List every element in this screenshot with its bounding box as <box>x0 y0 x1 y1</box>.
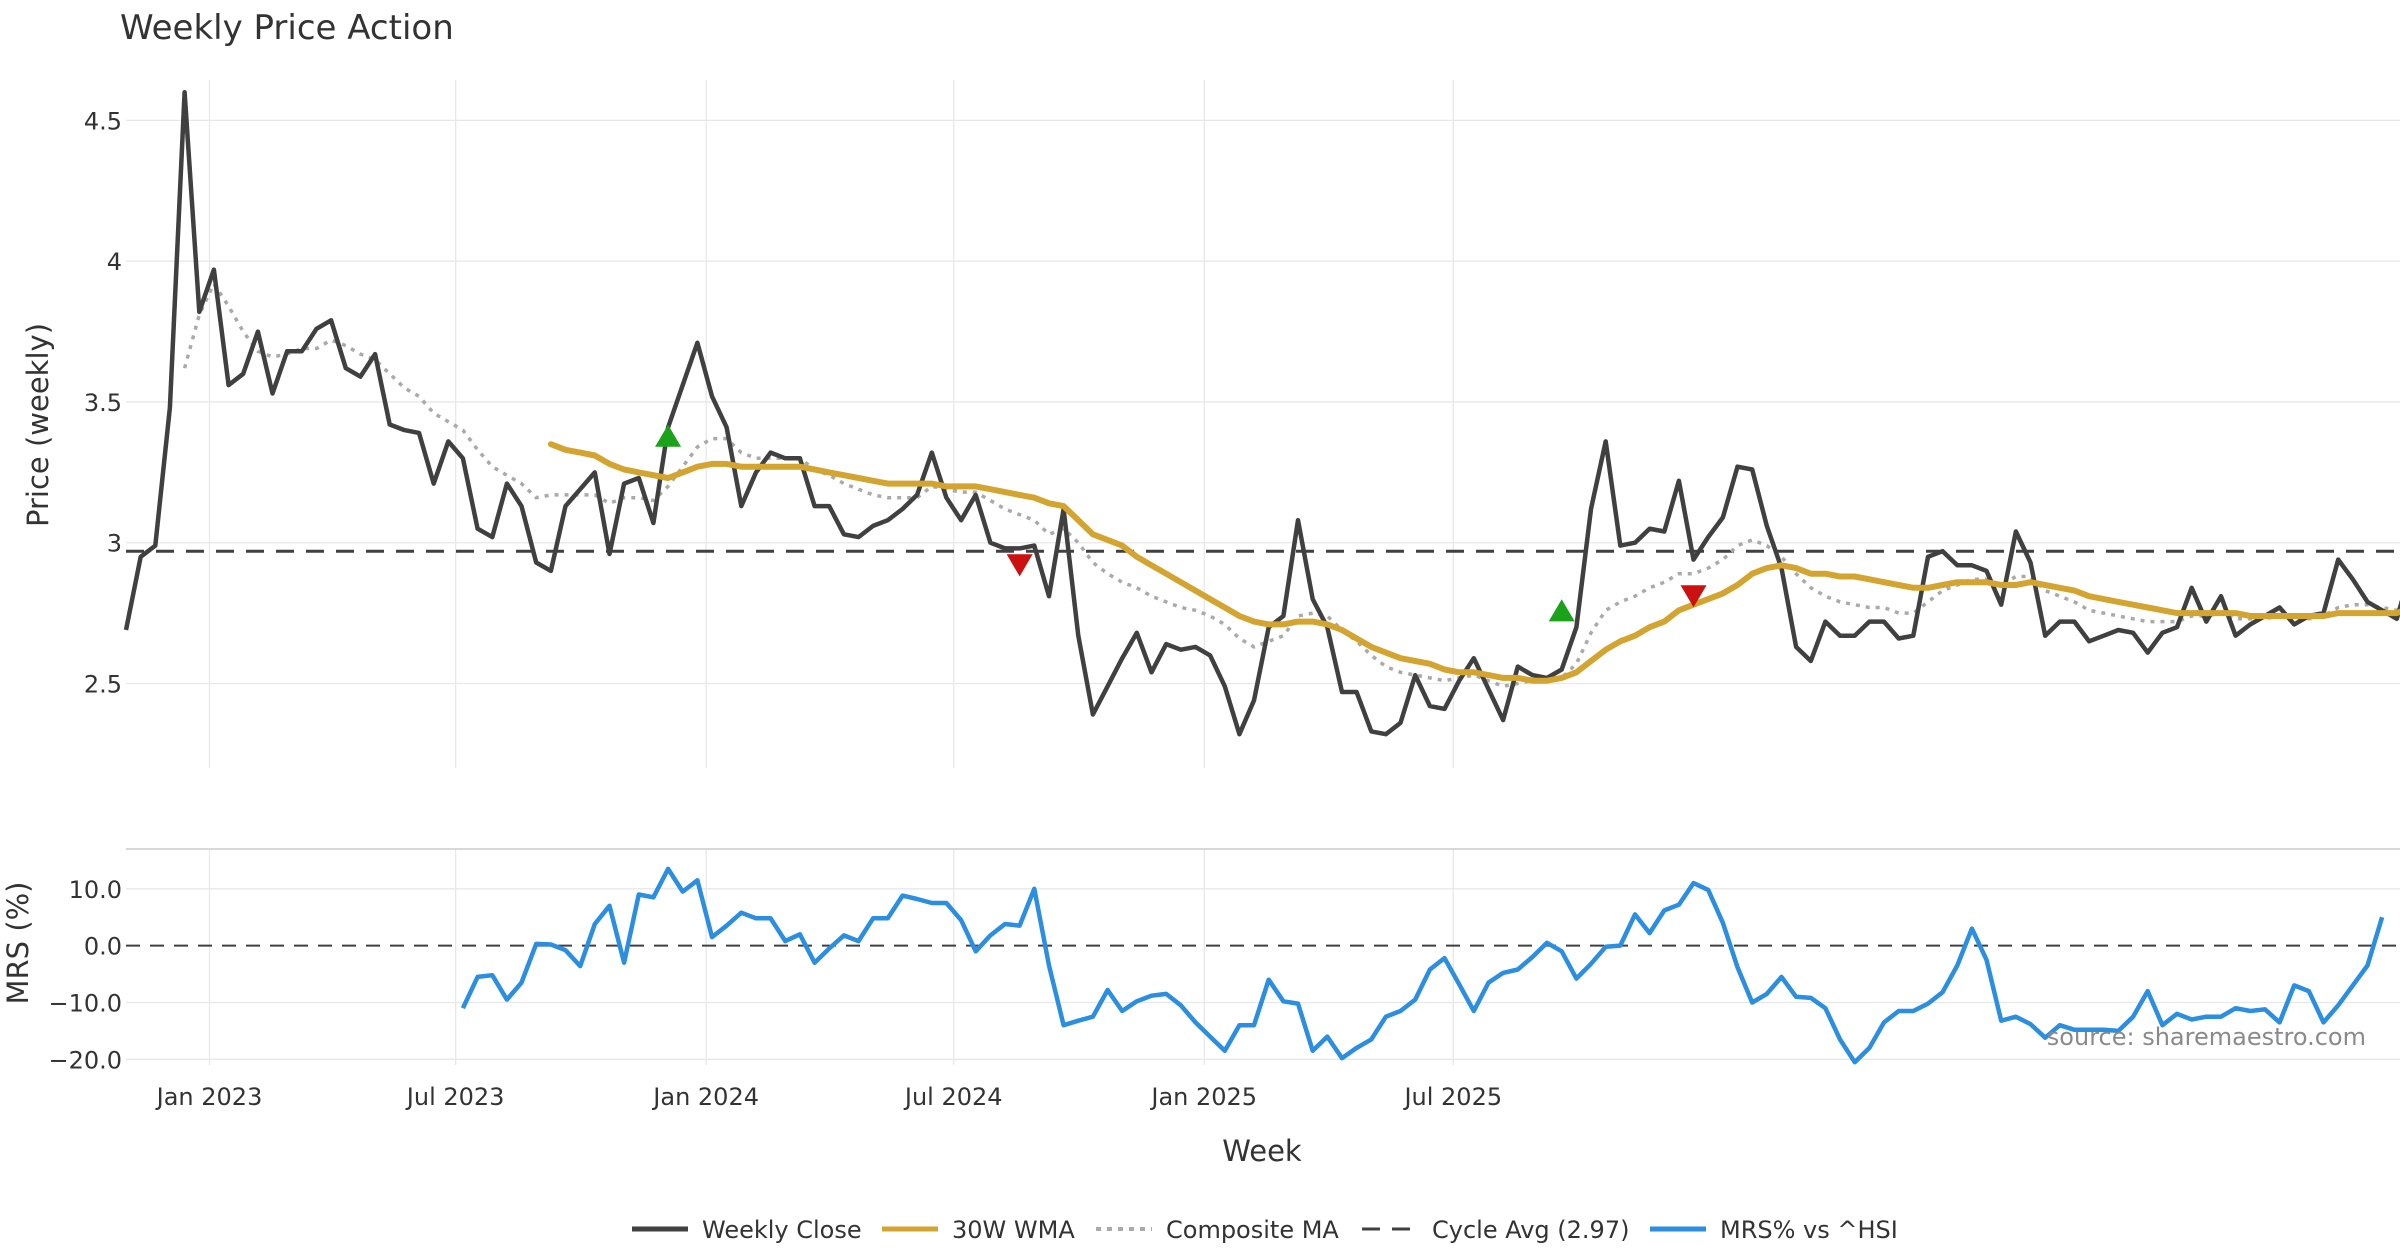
wma-30w-series <box>547 441 2400 684</box>
price-y-tick-labels: 2.5 3 3.5 4 4.5 <box>84 107 122 698</box>
x-tick-label: Jan 2024 <box>651 1083 759 1111</box>
mrs-y-tick-label: 0.0 <box>84 933 122 961</box>
x-tick-label: Jan 2025 <box>1149 1083 1257 1111</box>
legend-label: 30W WMA <box>952 1216 1075 1244</box>
buy-signal-marker <box>1548 599 1575 622</box>
price-y-tick-label: 4.5 <box>84 107 122 135</box>
legend-label: Weekly Close <box>702 1216 862 1244</box>
x-tick-labels: Jan 2023 Jul 2023 Jan 2024 Jul 2024 Jan 2025… <box>155 1083 1502 1111</box>
buy-signal-marker <box>655 424 682 447</box>
x-tick-label: Jan 2023 <box>155 1083 263 1111</box>
composite-ma-series <box>182 280 2400 689</box>
price-y-tick-label: 3.5 <box>84 389 122 417</box>
x-tick-label: Jul 2023 <box>405 1083 505 1111</box>
x-tick-label: Jul 2024 <box>903 1083 1003 1111</box>
source-credit: source: sharemaestro.com <box>2047 1023 2366 1051</box>
price-y-tick-label: 3 <box>107 530 122 558</box>
sell-signal-marker <box>1680 585 1707 608</box>
weekly-close-series <box>123 89 2400 737</box>
sell-signal-marker <box>1006 554 1033 577</box>
x-tick-label: Jul 2025 <box>1402 1083 1502 1111</box>
mrs-y-tick-labels: 10.0 0.0 −10.0 −20.0 <box>48 876 122 1075</box>
price-y-tick-label: 4 <box>107 248 122 276</box>
price-gridlines <box>126 119 2400 685</box>
price-axis-title: Price (weekly) <box>21 323 55 527</box>
x-gridlines <box>208 80 1454 1065</box>
mrs-y-tick-label: 10.0 <box>69 876 122 904</box>
legend-label: Composite MA <box>1166 1216 1339 1244</box>
mrs-axis-title: MRS (%) <box>1 882 35 1005</box>
legend: Weekly Close 30W WMA Composite MA Cycle Avg… <box>632 1216 1898 1244</box>
legend-label: Cycle Avg (2.97) <box>1432 1216 1629 1244</box>
price-y-tick-label: 2.5 <box>84 671 122 699</box>
mrs-y-tick-label: −20.0 <box>48 1046 122 1074</box>
chart-title: Weekly Price Action <box>120 8 454 48</box>
legend-label: MRS% vs ^HSI <box>1720 1216 1898 1244</box>
signal-markers <box>655 424 1707 622</box>
mrs-series <box>460 866 2385 1065</box>
mrs-y-tick-label: −10.0 <box>48 989 122 1017</box>
x-axis-title: Week <box>1222 1134 1302 1168</box>
